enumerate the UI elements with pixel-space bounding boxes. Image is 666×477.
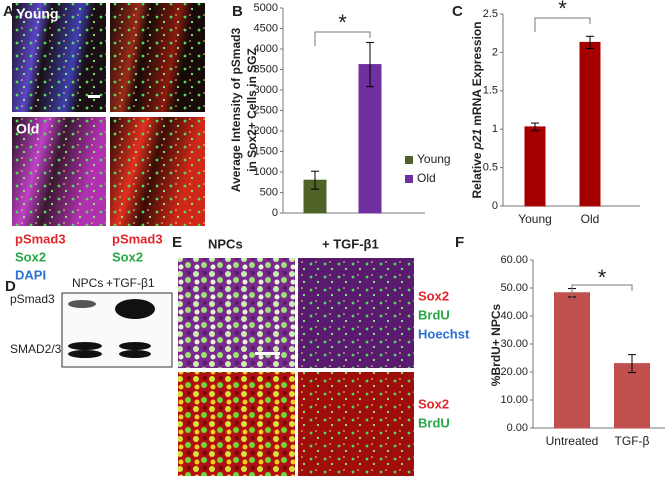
y-tick-label: 4000 — [254, 43, 278, 55]
significance-bracket — [314, 31, 371, 46]
y-tick-label: 0.00 — [507, 422, 528, 434]
stain-label: Sox2 — [15, 249, 46, 264]
y-tick-label: 60.00 — [500, 254, 528, 266]
x-tick-label: Young — [518, 212, 552, 226]
stain-label: Sox2 — [112, 249, 143, 264]
stain-label: BrdU — [418, 307, 450, 322]
significance-bracket — [571, 284, 633, 299]
error-bar — [366, 41, 374, 88]
y-tick-label: 2000 — [254, 125, 278, 137]
y-tick-label: 3000 — [254, 84, 278, 96]
error-bar — [531, 122, 539, 132]
x-tick-label: Old — [581, 212, 600, 226]
lane-label: NPCs — [72, 276, 103, 290]
x-tick-label: TGF-β — [615, 434, 650, 448]
y-axis-label-part: p21 — [470, 128, 484, 150]
x-tick-label: Untreated — [546, 434, 599, 448]
band-label: pSmad3 — [10, 292, 55, 306]
panel-label: B — [232, 3, 243, 20]
image-label: Old — [16, 121, 39, 137]
annotation: * — [338, 10, 347, 35]
error-bar — [586, 35, 594, 50]
stain-label: Sox2 — [418, 288, 449, 303]
y-tick-label: 1.5 — [483, 85, 498, 97]
annotation: * — [558, 0, 567, 21]
stain-label: pSmad3 — [112, 231, 163, 246]
y-tick-label: 10.00 — [500, 394, 528, 406]
y-axis-label: Average Intensity of pSmad3 — [229, 28, 243, 193]
microscopy-a — [12, 3, 205, 226]
panel-label: F — [455, 234, 464, 251]
error-bar — [311, 170, 319, 190]
stain-label: Sox2 — [418, 396, 449, 411]
panel-label: A — [3, 3, 14, 20]
annotation: * — [598, 265, 607, 290]
legend-swatch — [405, 156, 413, 164]
y-tick-label: 500 — [260, 186, 278, 198]
y-tick-label: 4500 — [254, 22, 278, 34]
lane-label: +TGF-β1 — [106, 276, 155, 290]
y-axis-label: %BrdU+ NPCs — [489, 304, 503, 387]
y-tick-label: 5000 — [254, 2, 278, 14]
bar — [579, 41, 601, 207]
y-axis-label-part: Relative — [470, 152, 484, 198]
western-blot — [61, 292, 173, 368]
microscopy-e — [178, 258, 414, 476]
bar — [554, 292, 590, 429]
panel-label: C — [452, 3, 463, 20]
y-tick-label: 2.5 — [483, 8, 498, 20]
y-axis-label: Relative p21 mRNA Expression — [470, 22, 484, 199]
legend-label: Young — [417, 152, 451, 166]
y-tick-label: 30.00 — [500, 338, 528, 350]
y-axis-label-part: mRNA Expression — [470, 22, 484, 126]
band-label: SMAD2/3 — [10, 342, 62, 356]
column-label: + TGF-β1 — [322, 236, 379, 251]
legend-swatch — [405, 175, 413, 183]
error-bar — [628, 354, 636, 374]
y-tick-label: 2500 — [254, 104, 278, 116]
y-tick-label: 3500 — [254, 63, 278, 75]
y-tick-label: 0 — [272, 207, 278, 219]
bar — [524, 126, 546, 207]
y-tick-label: 0.5 — [483, 162, 498, 174]
y-tick-label: 1500 — [254, 145, 278, 157]
legend-label: Old — [417, 171, 436, 185]
stain-label: BrdU — [418, 415, 450, 430]
bar — [614, 363, 650, 429]
y-tick-label: 0 — [492, 200, 498, 212]
y-tick-label: 40.00 — [500, 310, 528, 322]
column-label: NPCs — [208, 236, 243, 251]
stain-label: pSmad3 — [15, 231, 66, 246]
y-tick-label: 2 — [492, 46, 498, 58]
panel-label: E — [172, 234, 182, 251]
panel-label: D — [5, 278, 16, 295]
significance-bracket — [534, 17, 591, 32]
y-tick-label: 1 — [492, 123, 498, 135]
stain-label: Hoechst — [418, 326, 470, 341]
stain-label: DAPI — [15, 267, 46, 282]
y-tick-label: 20.00 — [500, 366, 528, 378]
y-tick-label: 50.00 — [500, 282, 528, 294]
image-label: Young — [16, 6, 59, 22]
y-axis-label: in Sox2+ Cells in SGZ — [245, 48, 259, 172]
y-tick-label: 1000 — [254, 166, 278, 178]
